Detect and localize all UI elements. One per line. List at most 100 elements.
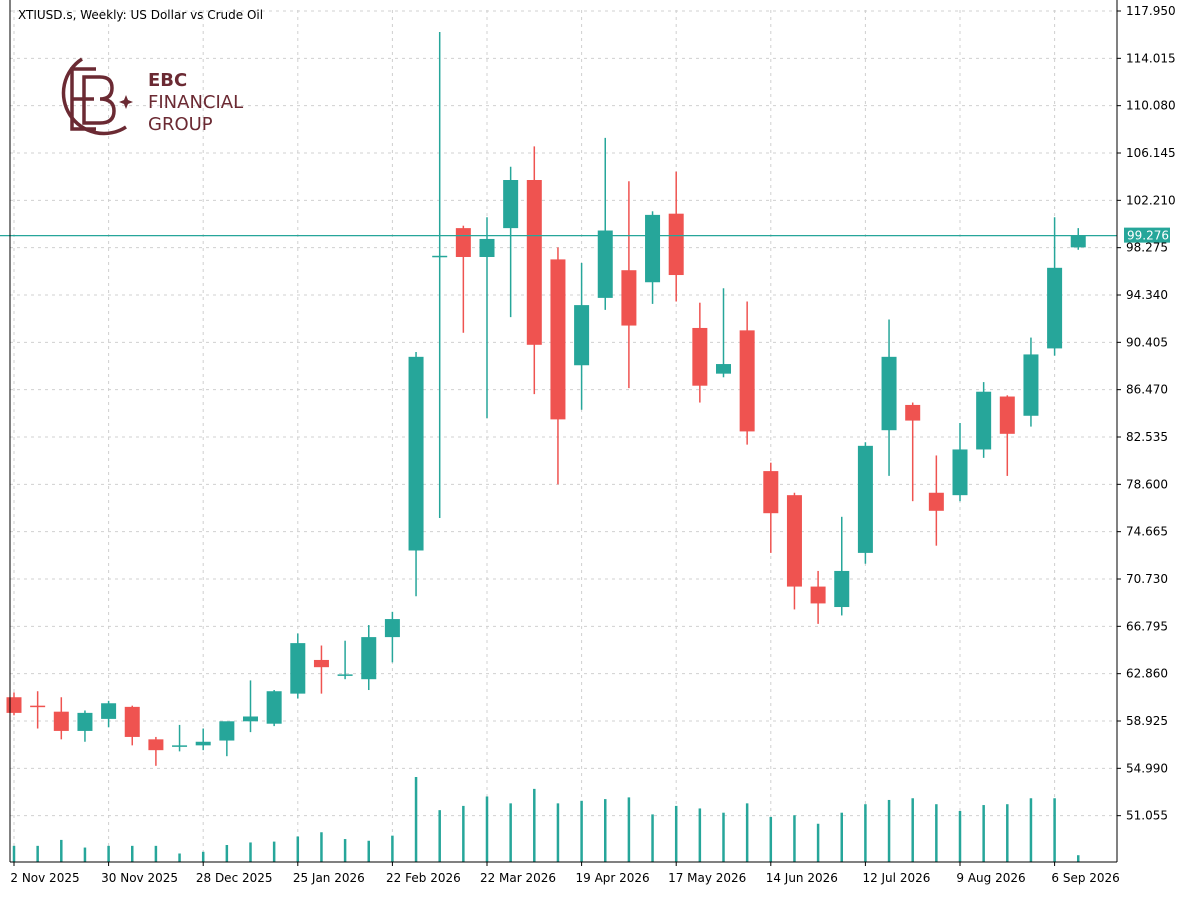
- candle-body: [266, 691, 282, 724]
- candle: [290, 633, 306, 699]
- brand-wordmark: EBC FINANCIAL GROUP: [148, 70, 243, 136]
- x-tick-label: 9 Aug 2026: [956, 871, 1025, 885]
- candle-body: [692, 327, 708, 386]
- candle: [786, 492, 802, 610]
- candle-body: [408, 356, 424, 551]
- y-tick-label: 114.015: [1126, 51, 1176, 65]
- candle-body: [6, 697, 22, 713]
- y-tick-label: 66.795: [1126, 619, 1168, 633]
- y-tick-label: 106.145: [1126, 146, 1176, 160]
- candle: [124, 705, 140, 746]
- x-tick-label: 22 Feb 2026: [386, 871, 461, 885]
- ebc-logo-icon: [61, 57, 133, 136]
- candle-body: [503, 180, 519, 229]
- x-tick-label: 14 Jun 2026: [766, 871, 838, 885]
- candle-body: [384, 619, 400, 638]
- y-tick-label: 54.990: [1126, 761, 1168, 775]
- candle-body: [550, 259, 566, 420]
- candle-body: [1047, 267, 1063, 349]
- candle: [857, 442, 873, 564]
- candle-body: [621, 270, 637, 326]
- candle-body: [361, 637, 377, 680]
- candle: [952, 422, 968, 502]
- brand-line-1: EBC: [148, 70, 188, 91]
- candle: [432, 32, 448, 519]
- x-tick-label: 2 Nov 2025: [10, 871, 79, 885]
- candle: [361, 625, 377, 691]
- y-tick-label: 74.665: [1126, 525, 1168, 539]
- candle: [976, 382, 992, 458]
- candle: [763, 462, 779, 553]
- candle: [645, 211, 661, 304]
- candle-body: [195, 741, 211, 746]
- x-tick-label: 19 Apr 2026: [575, 871, 649, 885]
- candle-body: [574, 305, 590, 366]
- candle: [834, 516, 850, 616]
- y-tick-label: 90.405: [1126, 335, 1168, 349]
- candle: [928, 455, 944, 546]
- candle: [1047, 217, 1063, 356]
- y-tick-label: 70.730: [1126, 572, 1168, 586]
- candle-body: [928, 492, 944, 511]
- candle-body: [810, 586, 826, 604]
- axes: 117.950 114.015 110.080 106.145 102.210 98.27…: [9, 0, 1176, 885]
- candle: [479, 217, 495, 419]
- candle-body: [857, 445, 873, 553]
- candle: [101, 700, 117, 728]
- candle: [668, 171, 684, 302]
- candle: [503, 166, 519, 318]
- candle: [243, 680, 258, 733]
- candle-body: [1023, 354, 1039, 416]
- candle: [999, 395, 1015, 476]
- candle: [905, 402, 921, 502]
- y-tick-label: 51.055: [1126, 809, 1168, 823]
- candle-body: [148, 739, 164, 751]
- candle-body: [716, 364, 731, 374]
- brand-line-3: GROUP: [148, 114, 213, 135]
- candle: [384, 611, 400, 663]
- candle-body: [243, 716, 258, 722]
- candle-body: [739, 330, 755, 432]
- y-tick-label: 110.080: [1126, 99, 1176, 113]
- candle: [526, 146, 542, 395]
- candle: [881, 319, 897, 476]
- candle: [148, 736, 164, 766]
- candle: [716, 288, 731, 378]
- candle-body: [1070, 235, 1086, 248]
- candle: [30, 691, 46, 729]
- candle-body: [976, 391, 992, 450]
- candle: [1023, 337, 1039, 427]
- candle: [574, 263, 590, 410]
- candle: [337, 640, 353, 680]
- volume-bars: [12, 777, 1080, 862]
- x-tick-label: 17 May 2026: [668, 871, 746, 885]
- candle-body: [455, 228, 471, 257]
- candle-body: [786, 495, 802, 587]
- candle-body: [290, 643, 306, 694]
- candle-body: [834, 570, 850, 608]
- candle-body: [53, 711, 69, 731]
- candle-body: [219, 721, 235, 741]
- candle-body: [999, 396, 1015, 434]
- candle: [408, 352, 424, 597]
- y-tick-label: 94.340: [1126, 288, 1168, 302]
- candle: [692, 302, 708, 403]
- candle: [810, 570, 826, 624]
- candle-body: [881, 356, 897, 431]
- y-tick-label: 78.600: [1126, 477, 1168, 491]
- current-price-label: 99.276: [1127, 229, 1169, 243]
- candle-body: [101, 703, 117, 719]
- chart-title: XTIUSD.s, Weekly: US Dollar vs Crude Oil: [18, 8, 264, 22]
- candle: [172, 724, 188, 752]
- candle: [621, 181, 637, 389]
- price-line: 99.276: [0, 227, 1170, 243]
- y-tick-label: 62.860: [1126, 667, 1168, 681]
- candle: [219, 721, 235, 757]
- candle-body: [432, 255, 448, 258]
- candle-body: [668, 213, 684, 276]
- candle-body: [124, 706, 140, 737]
- candle-body: [479, 238, 495, 257]
- candle: [550, 247, 566, 485]
